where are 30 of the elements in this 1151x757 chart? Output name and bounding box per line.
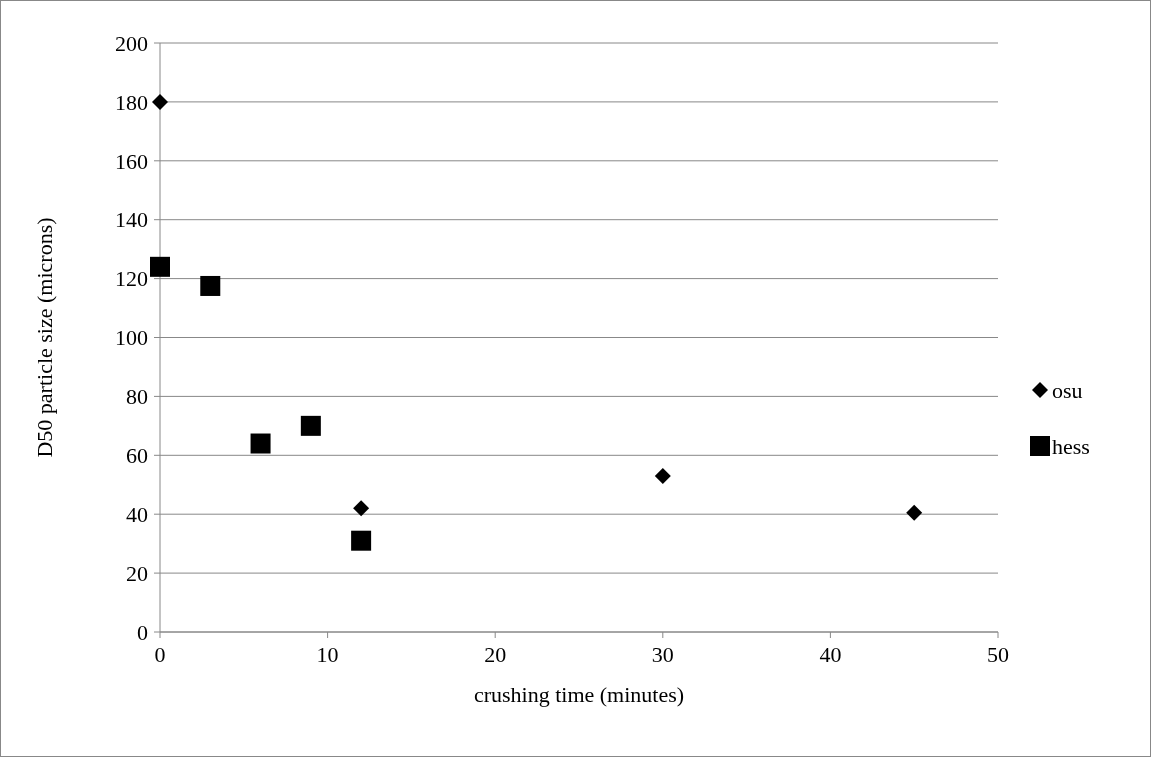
x-tick-label: 50 [987, 642, 1009, 667]
y-tick-label: 20 [126, 560, 148, 586]
legend-label: osu [1052, 377, 1083, 403]
y-tick-label: 200 [115, 30, 148, 56]
x-tick-label: 30 [651, 642, 674, 667]
y-tick-label: 100 [115, 325, 148, 351]
point [152, 93, 168, 110]
point [200, 275, 221, 296]
x-axis-title: crushing time (minutes) [473, 682, 685, 707]
y-tick-label: 120 [115, 266, 148, 292]
y-tick-label: 40 [126, 501, 148, 527]
x-tick-label: 10 [316, 642, 339, 667]
legend-label: hess [1052, 433, 1090, 459]
x-tick-label: 40 [819, 642, 842, 667]
point [654, 467, 671, 484]
x-tick-label: 20 [484, 642, 507, 667]
y-tick-label: 0 [137, 619, 148, 645]
point [250, 433, 271, 454]
y-axis-title: D50 particle size (microns) [32, 217, 57, 458]
y-tick-label: 160 [115, 148, 148, 174]
y-tick-label: 80 [126, 384, 148, 410]
y-tick-label: 60 [126, 443, 148, 468]
point [150, 256, 170, 277]
y-tick-label: 140 [115, 207, 148, 233]
point [300, 415, 321, 436]
y-tick-label: 180 [115, 89, 148, 115]
point [353, 500, 370, 517]
x-tick-label: 0 [154, 642, 166, 667]
point [351, 530, 372, 551]
point [906, 504, 923, 521]
